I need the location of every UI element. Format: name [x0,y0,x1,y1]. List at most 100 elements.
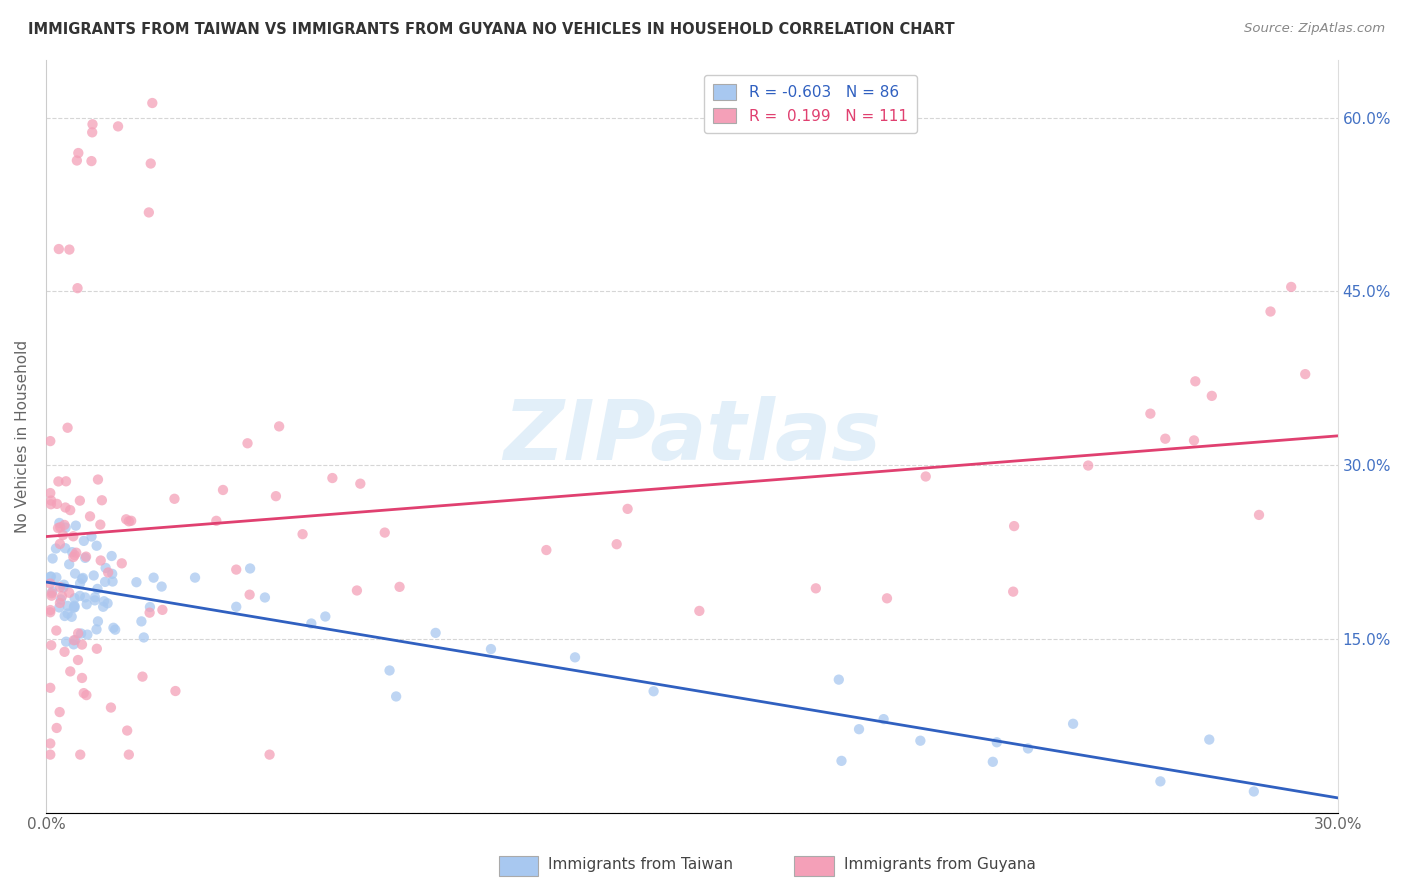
Point [66,653,89,667]
Point [49,520,72,534]
Point [69,493,91,508]
Point [65,518,87,533]
Point [914,469,936,483]
Point [69,589,91,603]
Point [49,537,72,551]
Point [253,591,276,605]
Point [63,566,86,581]
Point [225,563,247,577]
Point [100,549,122,563]
Point [205,514,228,528]
Point [39,486,62,500]
Point [104,623,127,637]
Point [56,421,79,435]
Point [314,609,336,624]
Point [139,156,162,170]
Point [378,664,401,678]
Point [138,606,160,620]
Point [86,582,108,596]
Point [291,527,314,541]
Point [1002,519,1025,533]
Point [118,747,141,762]
Point [48,600,70,615]
Point [39,638,62,652]
Point [58,586,80,600]
Point [536,543,558,558]
Point [1260,304,1282,318]
Point [89,517,111,532]
Point [90,553,112,567]
Point [101,574,124,589]
Point [239,561,262,575]
Point [70,572,93,586]
Point [59,503,82,517]
Point [75,549,97,564]
Point [84,591,107,605]
Point [53,645,76,659]
Point [1017,741,1039,756]
Point [75,550,97,565]
Point [606,537,628,551]
Point [1247,508,1270,522]
Point [1182,434,1205,448]
Y-axis label: No Vehicles in Household: No Vehicles in Household [15,340,30,533]
Point [51,589,73,603]
Legend: R = -0.603   N = 86, R =  0.199   N = 111: R = -0.603 N = 86, R = 0.199 N = 111 [704,75,917,133]
Point [848,722,870,736]
Point [53,541,76,556]
Point [55,520,77,534]
Point [87,473,110,487]
Point [79,509,101,524]
Point [53,517,76,532]
Point [83,593,105,607]
Point [1077,458,1099,473]
Point [45,541,67,556]
Point [1279,280,1302,294]
Point [564,650,586,665]
Point [910,733,932,747]
Point [115,723,138,738]
Point [94,561,117,575]
Point [58,558,80,572]
Point [62,529,84,543]
Point [52,581,75,595]
Point [1294,367,1316,381]
Point [48,475,70,489]
Point [66,281,89,295]
Point [184,571,207,585]
Point [41,584,63,599]
Point [1149,774,1171,789]
Point [39,569,62,583]
Point [425,626,447,640]
Point [132,631,155,645]
Point [41,551,63,566]
Point [65,546,87,560]
Point [39,497,62,511]
Point [75,688,97,702]
Point [63,633,86,648]
Point [120,514,142,528]
Point [39,681,62,695]
Point [39,434,62,449]
Point [1002,584,1025,599]
Point [103,621,125,635]
Point [63,600,86,615]
Point [830,754,852,768]
Point [39,493,62,508]
Point [41,586,63,600]
Point [56,607,79,621]
Point [45,721,67,735]
Point [876,591,898,606]
Point [225,599,247,614]
Point [1201,389,1223,403]
Point [41,589,63,603]
Point [73,686,96,700]
Point [872,712,894,726]
Text: Immigrants from Taiwan: Immigrants from Taiwan [548,857,734,872]
Point [70,671,93,685]
Point [80,154,103,169]
Point [52,528,75,542]
Point [1184,374,1206,388]
Point [643,684,665,698]
Point [72,571,94,585]
